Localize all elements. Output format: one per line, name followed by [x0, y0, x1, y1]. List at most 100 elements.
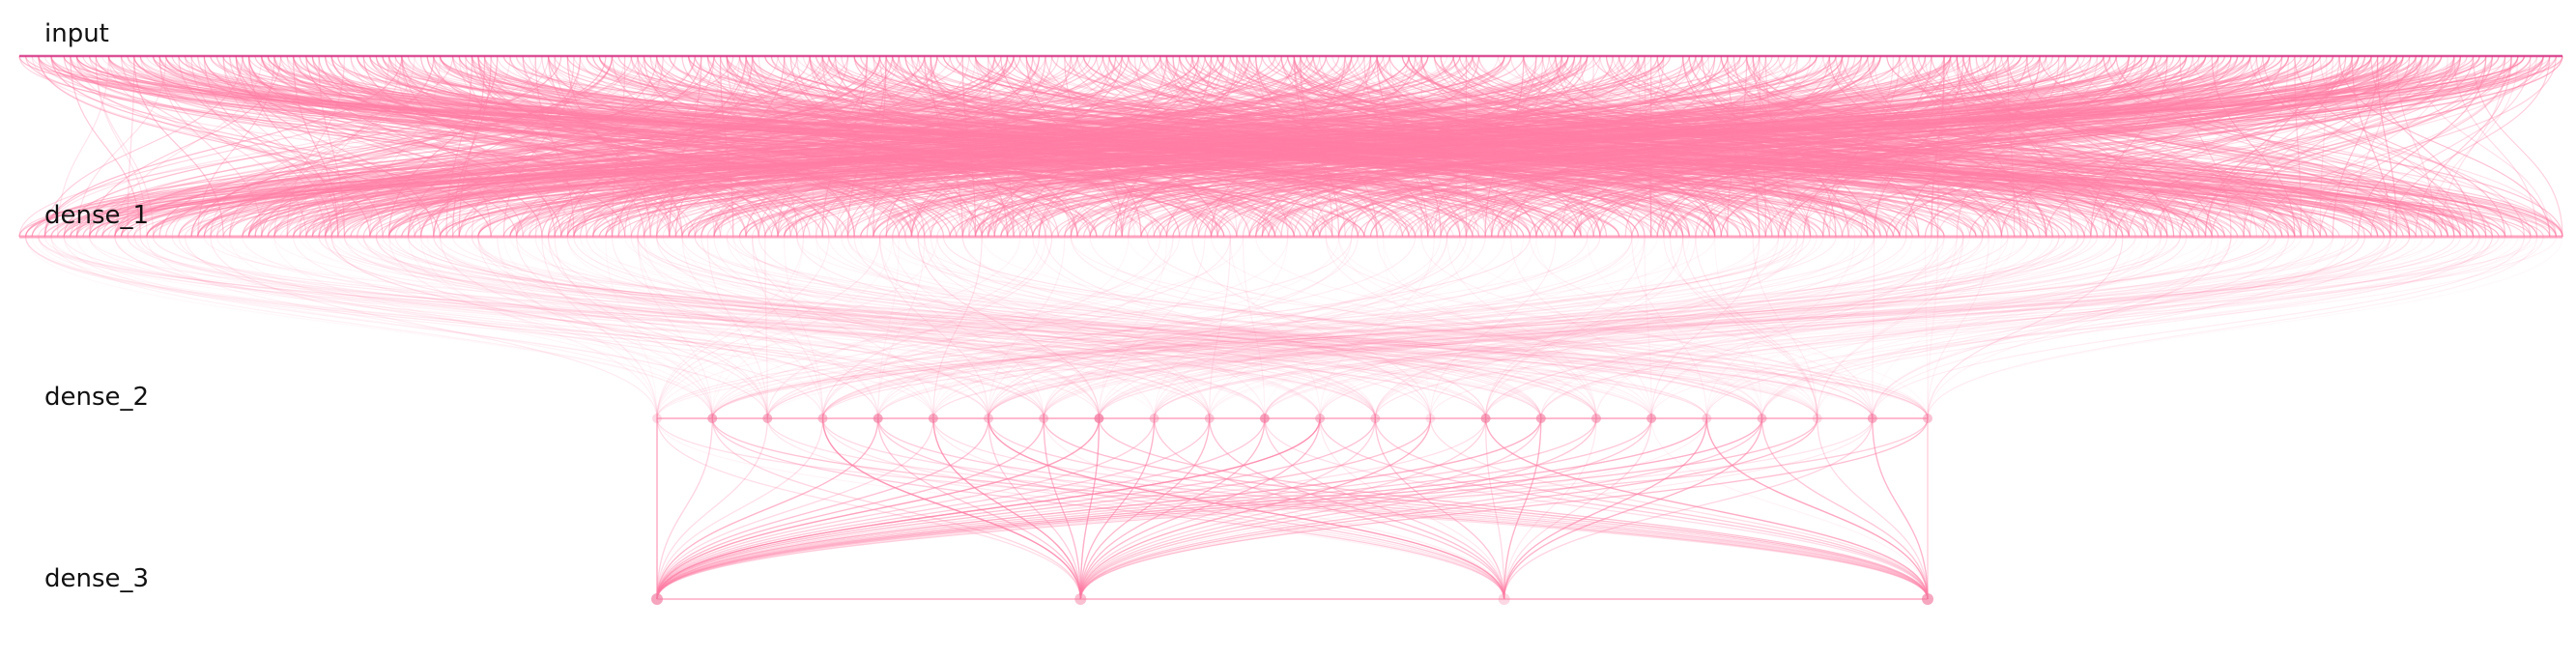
connection-edge [987, 417, 1081, 600]
connection-edge [711, 236, 804, 419]
connection-edge [846, 236, 1597, 419]
connection-edge [2000, 55, 2436, 238]
connection-edge [1179, 55, 2099, 238]
connection-edge [1043, 236, 1353, 419]
connection-edge [114, 55, 2161, 238]
connection-edge [1079, 417, 1542, 600]
connection-edge [197, 55, 1665, 238]
connection-edge [1319, 417, 1929, 600]
connection-edge [261, 55, 1218, 238]
connection-edge [471, 55, 582, 238]
connection-edge [75, 55, 676, 238]
connection-edge [560, 55, 664, 238]
node-dense_2 [652, 414, 662, 423]
connection-edge [1440, 55, 2532, 238]
connection-edge [1784, 55, 2067, 238]
connection-edge [465, 236, 1874, 419]
connection-edge [330, 236, 879, 419]
connection-edge [178, 55, 2557, 238]
connection-edge [1076, 55, 1881, 238]
connection-edge [1191, 236, 1431, 419]
connection-edge [1383, 236, 1431, 419]
connection-edge [904, 55, 1505, 238]
edges-dense-1-to-dense-2 [25, 236, 2563, 419]
connection-edge [656, 417, 1597, 600]
connection-edge [1555, 55, 1812, 238]
connection-edge [611, 55, 938, 238]
connection-edge [452, 55, 1308, 238]
connection-edge [1720, 55, 2161, 238]
connection-edge [107, 55, 371, 238]
connection-edge [656, 417, 989, 600]
connection-edge [1503, 417, 1707, 600]
connection-edge [932, 236, 1589, 419]
connection-edge [904, 236, 1874, 419]
connection-edge [1319, 55, 1646, 238]
connection-edge [242, 236, 1266, 419]
connection-edge [2453, 55, 2538, 238]
connection-edge [1472, 55, 1849, 238]
connection-edge [1778, 55, 2028, 238]
connection-edge [1911, 55, 2111, 238]
connection-edge [1079, 417, 1321, 600]
connection-edge [146, 55, 2411, 238]
connection-edge [656, 417, 1101, 600]
connection-edge [439, 55, 2372, 238]
connection-edge [784, 55, 1952, 238]
connection-edge [656, 236, 830, 419]
connection-edge [337, 55, 1238, 238]
connection-edge [184, 55, 1525, 238]
connection-edge [25, 236, 989, 419]
connection-edge [1886, 55, 2557, 238]
connection-edge [656, 417, 1321, 600]
connection-edge [305, 55, 1448, 238]
connection-edge [477, 55, 919, 238]
connection-edge [821, 55, 2219, 238]
connection-edge [57, 55, 1862, 238]
connection-edge [1484, 417, 1505, 600]
connection-edge [834, 55, 1703, 238]
connection-edge [439, 236, 1929, 419]
connection-edge [656, 417, 1763, 600]
connection-edge [656, 417, 1211, 600]
connection-edge [766, 236, 1531, 419]
connection-edge [38, 236, 1874, 419]
connection-edge [1503, 417, 1874, 600]
connection-edge [821, 417, 1081, 600]
connection-edge [254, 55, 1123, 238]
connection-edge [821, 236, 1231, 419]
connection-edge [598, 55, 2067, 238]
connection-edge [1401, 55, 2563, 238]
connection-edge [877, 417, 1929, 600]
connection-edge [1540, 236, 2366, 419]
connection-edge [267, 55, 1837, 238]
connection-edge [821, 417, 1929, 600]
connection-edge [656, 417, 1211, 600]
connection-edge [2415, 55, 2512, 238]
connection-edge [452, 55, 492, 238]
connection-edge [63, 236, 1487, 419]
connection-edge [152, 55, 2532, 238]
connection-edge [1727, 55, 2366, 238]
connection-edge [439, 55, 2193, 238]
connection-edge [509, 55, 1142, 238]
connection-edge [261, 55, 2372, 238]
connection-edge [949, 55, 2303, 238]
connection-edge [637, 236, 1045, 419]
connection-edge [1079, 417, 1101, 600]
connection-edge [1374, 236, 1875, 419]
connection-edge [656, 417, 1707, 600]
connection-edge [210, 55, 435, 238]
connection-edge [711, 236, 1601, 419]
connection-edge [726, 55, 1213, 238]
connection-edge [1305, 55, 2563, 238]
connection-edge [1089, 55, 2289, 238]
connection-edge [1197, 55, 1888, 238]
connection-edge [877, 236, 1601, 419]
connection-edge [1274, 55, 1875, 238]
connection-edge [1236, 55, 2538, 238]
connection-edge [1374, 236, 1805, 419]
connection-edge [158, 55, 307, 238]
connection-edge [325, 236, 1045, 419]
connection-edge [407, 236, 1763, 419]
